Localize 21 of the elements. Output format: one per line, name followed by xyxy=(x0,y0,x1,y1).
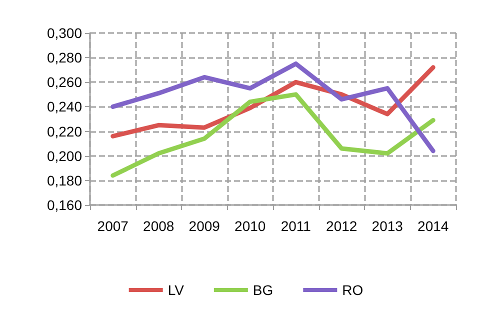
line-series xyxy=(110,61,436,154)
y-tick-label: 0,260 xyxy=(46,74,82,90)
y-tick-label: 0,280 xyxy=(46,50,82,66)
x-tick-label: 2014 xyxy=(418,218,449,234)
x-tick-label: 2011 xyxy=(280,218,312,234)
x-tick-label: 2013 xyxy=(372,218,404,234)
line-series xyxy=(110,92,436,178)
y-tick-label: 0,160 xyxy=(46,197,82,213)
y-tick-label: 0,240 xyxy=(46,98,82,115)
x-tick-label: 2010 xyxy=(234,218,266,234)
legend-label: BG xyxy=(252,282,274,298)
legend-label: LV xyxy=(168,282,185,298)
y-tick-label: 0,180 xyxy=(46,172,82,188)
legend-label: RO xyxy=(342,282,364,298)
x-tick-label: 2012 xyxy=(326,218,358,234)
y-tick-label: 0,220 xyxy=(46,123,82,140)
y-tick-label: 0,300 xyxy=(46,25,82,41)
x-tick-label: 2008 xyxy=(143,218,174,234)
x-tick-label: 2009 xyxy=(188,218,220,234)
x-tick-label: 2007 xyxy=(97,218,129,234)
y-tick-label: 0,200 xyxy=(46,148,82,164)
